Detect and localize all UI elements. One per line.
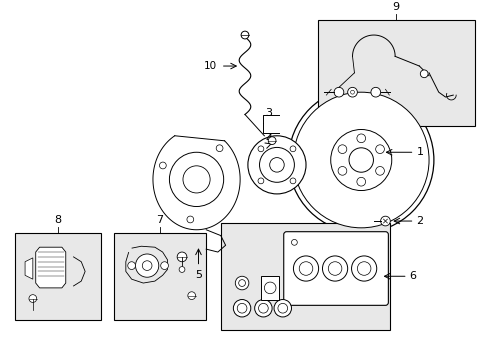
Circle shape bbox=[159, 162, 166, 169]
Circle shape bbox=[264, 282, 275, 294]
Circle shape bbox=[420, 70, 427, 78]
Circle shape bbox=[179, 266, 184, 273]
Circle shape bbox=[29, 295, 37, 302]
Circle shape bbox=[370, 87, 380, 97]
Circle shape bbox=[258, 146, 264, 152]
Circle shape bbox=[327, 262, 341, 275]
Circle shape bbox=[337, 167, 346, 175]
Circle shape bbox=[258, 303, 268, 313]
Circle shape bbox=[127, 262, 135, 270]
Text: 3: 3 bbox=[265, 108, 272, 118]
FancyBboxPatch shape bbox=[283, 232, 387, 305]
Circle shape bbox=[299, 262, 312, 275]
Circle shape bbox=[322, 256, 347, 281]
Text: 2: 2 bbox=[416, 216, 423, 226]
Bar bbox=[220, 223, 389, 329]
Circle shape bbox=[293, 256, 318, 281]
Bar bbox=[114, 233, 206, 320]
Circle shape bbox=[289, 178, 295, 184]
Circle shape bbox=[183, 166, 210, 193]
Circle shape bbox=[288, 87, 433, 233]
Text: 9: 9 bbox=[392, 2, 399, 12]
Circle shape bbox=[273, 300, 291, 317]
Text: 8: 8 bbox=[54, 215, 61, 225]
Circle shape bbox=[169, 152, 223, 207]
Circle shape bbox=[356, 177, 365, 186]
Circle shape bbox=[216, 145, 223, 152]
Circle shape bbox=[258, 178, 264, 184]
Circle shape bbox=[356, 134, 365, 143]
Circle shape bbox=[259, 147, 294, 182]
Circle shape bbox=[177, 252, 186, 262]
Text: 5: 5 bbox=[195, 270, 202, 280]
Circle shape bbox=[291, 239, 297, 245]
Circle shape bbox=[161, 262, 168, 270]
Circle shape bbox=[337, 145, 346, 153]
Text: 4: 4 bbox=[265, 134, 272, 144]
Circle shape bbox=[293, 92, 428, 228]
Text: 6: 6 bbox=[409, 271, 416, 281]
Circle shape bbox=[375, 145, 384, 153]
Text: 10: 10 bbox=[203, 61, 217, 71]
Circle shape bbox=[254, 300, 271, 317]
Circle shape bbox=[357, 262, 370, 275]
Circle shape bbox=[351, 256, 376, 281]
Circle shape bbox=[347, 87, 357, 97]
Circle shape bbox=[186, 216, 193, 223]
Bar bbox=[15, 233, 101, 320]
Circle shape bbox=[187, 292, 195, 300]
Circle shape bbox=[289, 146, 295, 152]
Bar bbox=[261, 276, 278, 301]
Circle shape bbox=[269, 158, 284, 172]
Circle shape bbox=[247, 136, 305, 194]
Circle shape bbox=[241, 31, 248, 39]
Circle shape bbox=[330, 130, 391, 190]
Text: 7: 7 bbox=[156, 215, 163, 225]
Circle shape bbox=[142, 261, 152, 270]
Polygon shape bbox=[25, 258, 33, 279]
Circle shape bbox=[268, 137, 275, 144]
Circle shape bbox=[350, 90, 354, 94]
Circle shape bbox=[348, 148, 373, 172]
Circle shape bbox=[238, 280, 245, 287]
Circle shape bbox=[237, 303, 246, 313]
Circle shape bbox=[380, 216, 389, 226]
Bar bbox=[317, 19, 474, 126]
Circle shape bbox=[333, 87, 343, 97]
Polygon shape bbox=[36, 247, 65, 288]
Circle shape bbox=[235, 276, 248, 290]
Text: 1: 1 bbox=[416, 147, 423, 157]
Circle shape bbox=[375, 167, 384, 175]
Circle shape bbox=[135, 254, 159, 277]
Circle shape bbox=[277, 303, 287, 313]
Circle shape bbox=[233, 300, 250, 317]
